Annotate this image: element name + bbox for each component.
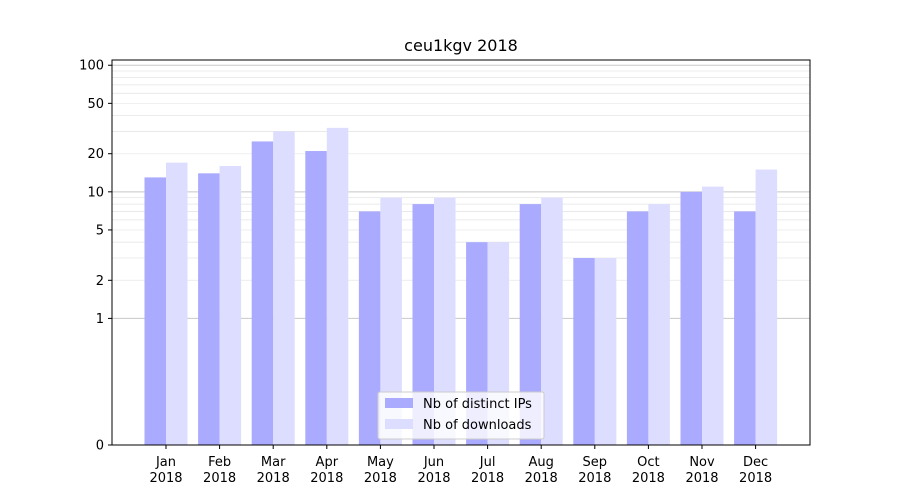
x-tick-label: Oct 2018 [632,455,665,486]
x-tick-label: Sep 2018 [578,455,611,486]
bar-distinct-ips-3 [251,141,274,445]
y-tick-label: 0 [96,439,104,454]
bar-downloads-5 [380,197,402,445]
x-tick-label: Dec 2018 [739,455,772,486]
x-tick-label: Apr 2018 [310,455,343,486]
bar-distinct-ips-4 [305,151,327,445]
bar-downloads-2 [219,165,242,446]
bar-downloads-1 [166,162,188,445]
x-tick-label: Nov 2018 [685,455,718,486]
bar-downloads-10 [648,204,670,445]
x-tick-label: Jan 2018 [149,455,182,486]
plot-frame [111,59,811,446]
x-tick-label: May 2018 [364,455,397,486]
y-tick-label: 50 [87,97,104,112]
bar-downloads-6 [434,197,456,445]
bar-distinct-ips-5 [358,211,381,445]
bar-distinct-ips-12 [734,211,756,445]
bar-distinct-ips-8 [519,204,542,445]
bar-downloads-4 [326,127,349,445]
bar-distinct-ips-11 [680,191,702,445]
x-tick-label: Mar 2018 [257,455,290,486]
bar-downloads-8 [541,197,563,445]
y-axis: 0 1 2 5 10 20 50 100 [79,59,112,454]
bar-downloads-3 [273,131,295,445]
legend-label: Nb of distinct IPs [423,397,532,412]
y-tick-label: 10 [87,185,104,200]
x-tick-label: Feb 2018 [203,455,236,486]
y-tick-label: 100 [79,59,104,74]
legend-swatch [385,398,413,408]
y-tick-label: 20 [87,147,104,162]
legend-swatch [385,419,413,429]
x-tick-label: Aug 2018 [525,455,558,486]
y-tick-label: 5 [96,223,104,238]
y-tick-label: 1 [96,312,104,327]
x-tick-label: Jul 2018 [471,455,504,486]
legend: Nb of distinct IPs Nb of downloads [377,391,545,440]
chart-title: ceu1kgv 2018 [404,36,518,55]
x-axis: Jan 2018 Feb 2018 Mar 2018 Apr 2018 May 2018 Jun 20… [149,445,772,486]
bar-downloads-12 [755,169,778,445]
legend-box [377,391,545,440]
legend-label: Nb of downloads [423,418,532,433]
bar-downloads-9 [594,258,617,445]
bar-distinct-ips-10 [626,211,649,445]
bar-distinct-ips-6 [412,204,434,445]
bar-downloads-11 [702,186,724,446]
bar-distinct-ips-2 [198,173,220,445]
x-tick-label: Jun 2018 [417,455,450,486]
y-tick-label: 2 [96,274,104,289]
bar-distinct-ips-9 [573,258,595,445]
bar-distinct-ips-1 [144,177,166,446]
